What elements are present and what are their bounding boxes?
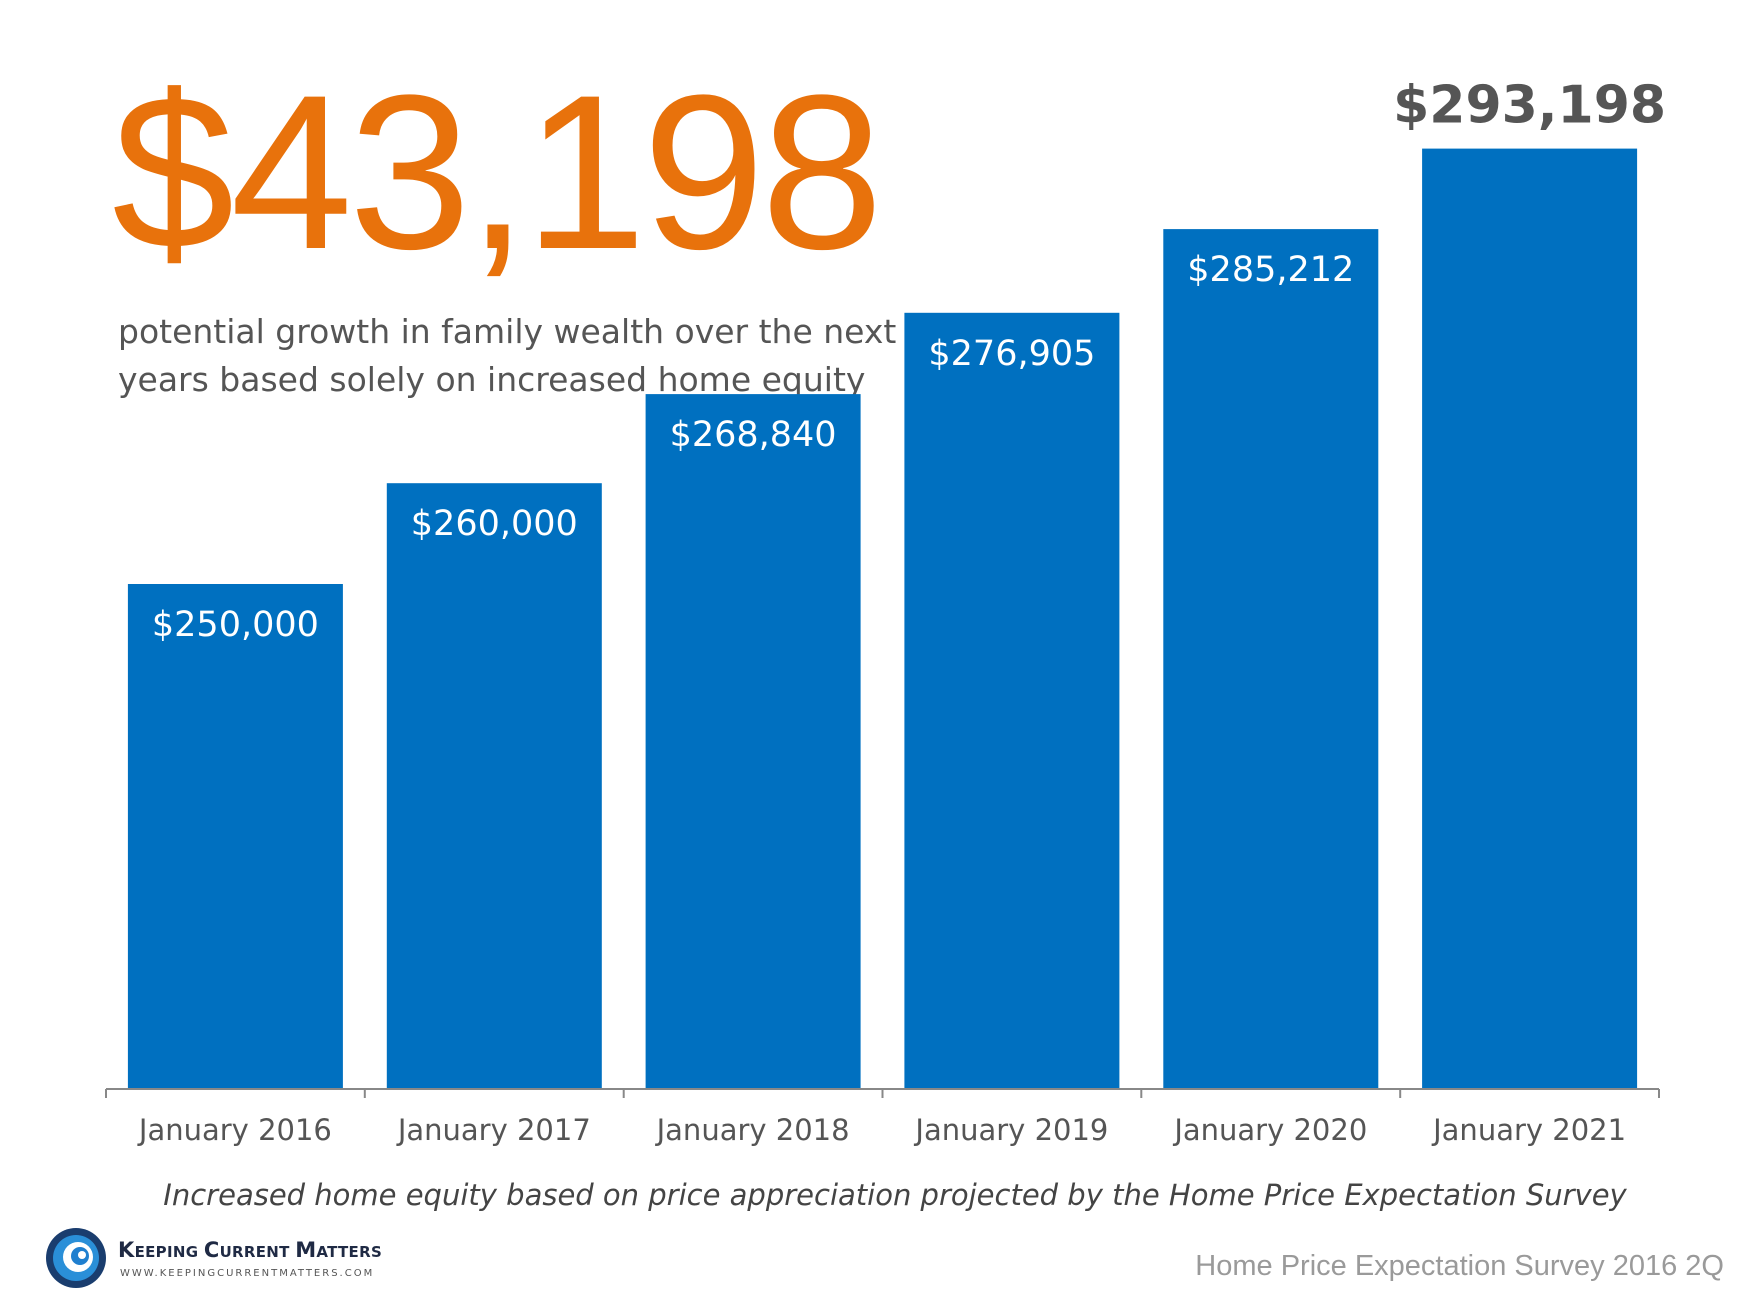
headline-value: $43,198: [112, 49, 883, 295]
data-label-0: $250,000: [152, 605, 319, 645]
bar-january-2017: [386, 483, 602, 1088]
headline-description: potential growth in family wealth over t…: [118, 312, 968, 399]
company-logo: KEEPING CURRENT MATTERS WWW.KEEPINGCURRE…: [44, 1226, 384, 1294]
x-tick-label-0: January 2016: [137, 1113, 332, 1147]
source-credit: Home Price Expectation Survey 2016 2Q: [1195, 1250, 1724, 1282]
x-tick-label-2: January 2018: [655, 1113, 850, 1147]
data-label-3: $276,905: [928, 334, 1095, 374]
data-label-5: $293,198: [1393, 76, 1666, 136]
logo-name: KEEPING CURRENT MATTERS: [118, 1238, 382, 1262]
logo-name-part-5: ATTERS: [316, 1243, 383, 1261]
logo-url: WWW.KEEPINGCURRENTMATTERS.COM: [120, 1268, 375, 1279]
logo-name-part-3: URRENT: [219, 1243, 296, 1261]
logo-name-part-4: M: [295, 1238, 317, 1262]
x-tick-label-1: January 2017: [396, 1113, 591, 1147]
x-tick-label-5: January 2021: [1431, 1113, 1626, 1147]
logo-name-part-1: EEPING: [134, 1243, 204, 1261]
data-label-1: $260,000: [411, 504, 578, 544]
swirl-logo-icon: [46, 1228, 106, 1288]
bar-january-2018: [645, 394, 861, 1089]
bar-january-2020: [1163, 229, 1379, 1089]
logo-name-part-0: K: [118, 1238, 135, 1262]
bar-january-2021: [1422, 148, 1638, 1089]
x-tick-label-3: January 2019: [913, 1113, 1108, 1147]
logo-name-part-2: C: [203, 1238, 220, 1262]
chart-footnote: Increased home equity based on price app…: [163, 1178, 1627, 1212]
x-tick-label-4: January 2020: [1172, 1113, 1367, 1147]
data-label-2: $268,840: [670, 415, 837, 455]
bar-january-2019: [904, 312, 1120, 1088]
data-label-4: $285,212: [1187, 250, 1354, 290]
bar-january-2016: [127, 584, 343, 1088]
